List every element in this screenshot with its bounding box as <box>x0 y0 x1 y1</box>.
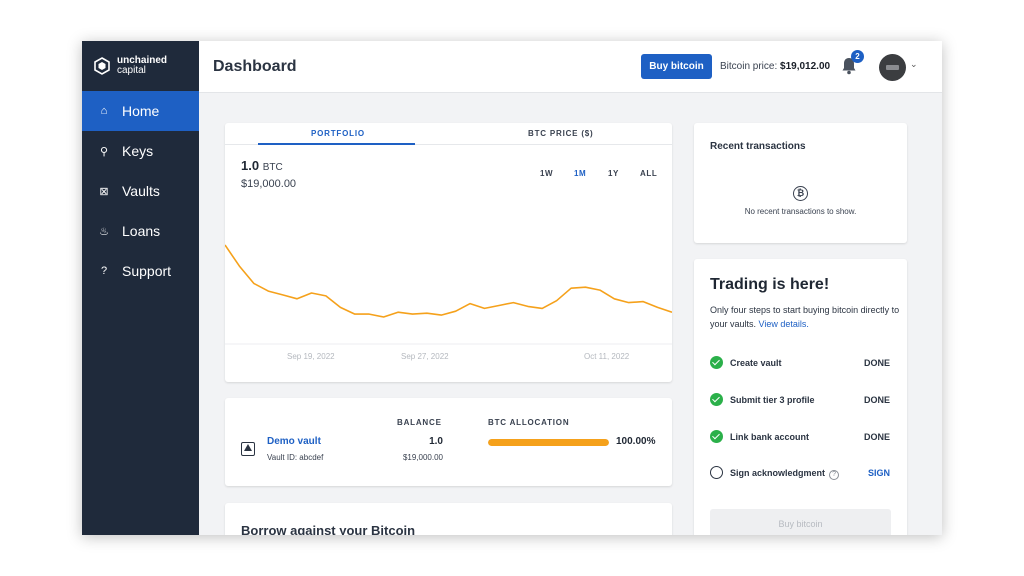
step-label: Create vault <box>730 358 782 368</box>
app-window: unchained capital ⌂ Home ⚲ Keys ⊠ Vaults… <box>82 41 942 535</box>
sidebar-item-vaults[interactable]: ⊠ Vaults <box>82 171 199 211</box>
x-tick-label: Sep 19, 2022 <box>287 352 335 361</box>
portfolio-series-line <box>225 244 672 318</box>
trading-buy-bitcoin-button[interactable]: Buy bitcoin <box>710 509 891 535</box>
avatar[interactable] <box>879 54 906 81</box>
vault-icon: ⊠ <box>99 185 109 198</box>
brand-wordmark: unchained capital <box>117 56 167 76</box>
allocation-bar-fill <box>488 439 609 446</box>
notification-badge: 2 <box>851 50 864 63</box>
portfolio-tabs: PORTFOLIO BTC PRICE ($) <box>225 123 672 145</box>
check-circle-icon <box>710 430 723 443</box>
help-icon[interactable]: ? <box>829 470 840 480</box>
sidebar-item-label: Support <box>122 263 172 279</box>
loan-hand-icon: ♨ <box>99 225 109 238</box>
balance-header: BALANCE <box>397 418 442 427</box>
check-circle-icon <box>710 356 723 369</box>
tab-portfolio[interactable]: PORTFOLIO <box>311 129 365 138</box>
portfolio-usd-value: $19,000.00 <box>241 178 297 190</box>
range-1m[interactable]: 1M <box>574 169 587 178</box>
sidebar-item-home[interactable]: ⌂ Home <box>82 91 199 131</box>
vault-balance-usd: $19,000.00 <box>402 453 443 462</box>
sidebar-item-label: Home <box>122 103 160 119</box>
range-1w[interactable]: 1W <box>540 169 554 178</box>
portfolio-card: PORTFOLIO BTC PRICE ($) 1.0 BTC $19,000.… <box>225 123 672 382</box>
x-tick-label: Oct 11, 2022 <box>584 352 630 361</box>
borrow-card: Borrow against your Bitcoin <box>225 503 672 535</box>
brand-line-2: capital <box>117 65 146 76</box>
bitcoin-price: Bitcoin price: $19,012.00 <box>720 61 830 72</box>
portfolio-amount-value: 1.0 <box>241 158 260 173</box>
step-status: DONE <box>863 358 890 368</box>
page-title: Dashboard <box>213 58 297 75</box>
sign-link[interactable]: SIGN <box>867 468 890 478</box>
view-details-link[interactable]: View details. <box>758 319 809 329</box>
step-status: DONE <box>863 432 890 442</box>
vault-id: Vault ID: abcdef <box>267 453 324 462</box>
allocation-header: BTC ALLOCATION <box>488 418 570 427</box>
portfolio-line-chart <box>225 244 672 345</box>
sidebar-item-label: Vaults <box>122 183 160 199</box>
bitcoin-price-label: Bitcoin price: <box>720 61 778 72</box>
step-link-bank: Link bank account DONE <box>710 430 890 444</box>
step-label-text: Sign acknowledgment <box>730 468 826 478</box>
key-icon: ⚲ <box>99 145 109 158</box>
recent-empty-message: No recent transactions to show. <box>744 207 857 216</box>
empty-circle-icon <box>710 466 723 479</box>
portfolio-amount-unit: BTC <box>262 162 283 173</box>
tab-btc-price[interactable]: BTC PRICE ($) <box>528 129 594 138</box>
range-1y[interactable]: 1Y <box>608 169 619 178</box>
vault-icon <box>241 442 255 456</box>
brand-line-1: unchained <box>117 55 168 66</box>
sidebar-item-loans[interactable]: ♨ Loans <box>82 211 199 251</box>
step-create-vault: Create vault DONE <box>710 356 890 370</box>
trading-description-text: Only four steps to start buying bitcoin … <box>710 305 900 329</box>
step-label: Link bank account <box>730 432 810 442</box>
sidebar-item-label: Keys <box>122 143 154 159</box>
allocation-bar <box>488 439 609 446</box>
vault-name-link[interactable]: Demo vault <box>267 436 321 447</box>
check-circle-icon <box>710 393 723 406</box>
sidebar: unchained capital ⌂ Home ⚲ Keys ⊠ Vaults… <box>82 41 199 535</box>
active-tab-indicator <box>258 143 415 145</box>
home-icon: ⌂ <box>100 105 108 117</box>
range-all[interactable]: ALL <box>640 169 658 178</box>
chevron-down-icon[interactable]: ⌄ <box>910 59 918 69</box>
logo-cube-icon <box>94 57 110 75</box>
step-label: Submit tier 3 profile <box>730 395 815 405</box>
sidebar-item-support[interactable]: ? Support <box>82 251 199 291</box>
bitcoin-icon: ₿ <box>793 186 808 201</box>
step-label: Sign acknowledgment? <box>730 468 840 480</box>
vault-balance: 1.0 <box>429 436 443 447</box>
step-sign-acknowledgment: Sign acknowledgment? SIGN <box>710 466 890 480</box>
recent-transactions-card: Recent transactions ₿ No recent transact… <box>694 123 907 243</box>
brand-logo[interactable]: unchained capital <box>82 41 199 91</box>
step-status: DONE <box>863 395 890 405</box>
vault-card: BALANCE BTC ALLOCATION Demo vault Vault … <box>225 398 672 486</box>
portfolio-amount: 1.0 BTC <box>241 158 283 173</box>
step-submit-profile: Submit tier 3 profile DONE <box>710 393 890 407</box>
trading-card: Trading is here! Only four steps to star… <box>694 259 907 535</box>
borrow-title: Borrow against your Bitcoin <box>241 523 416 535</box>
trading-description: Only four steps to start buying bitcoin … <box>710 303 900 331</box>
sidebar-item-label: Loans <box>122 223 161 239</box>
bitcoin-price-value: $19,012.00 <box>780 61 831 72</box>
question-icon: ? <box>100 265 108 277</box>
recent-transactions-title: Recent transactions <box>710 141 806 152</box>
buy-bitcoin-button[interactable]: Buy bitcoin <box>641 54 712 79</box>
trading-title: Trading is here! <box>710 276 830 293</box>
top-header: Dashboard Buy bitcoin Bitcoin price: $19… <box>199 41 942 93</box>
x-tick-label: Sep 27, 2022 <box>401 352 449 361</box>
allocation-percent: 100.00% <box>616 436 656 447</box>
sidebar-item-keys[interactable]: ⚲ Keys <box>82 131 199 171</box>
